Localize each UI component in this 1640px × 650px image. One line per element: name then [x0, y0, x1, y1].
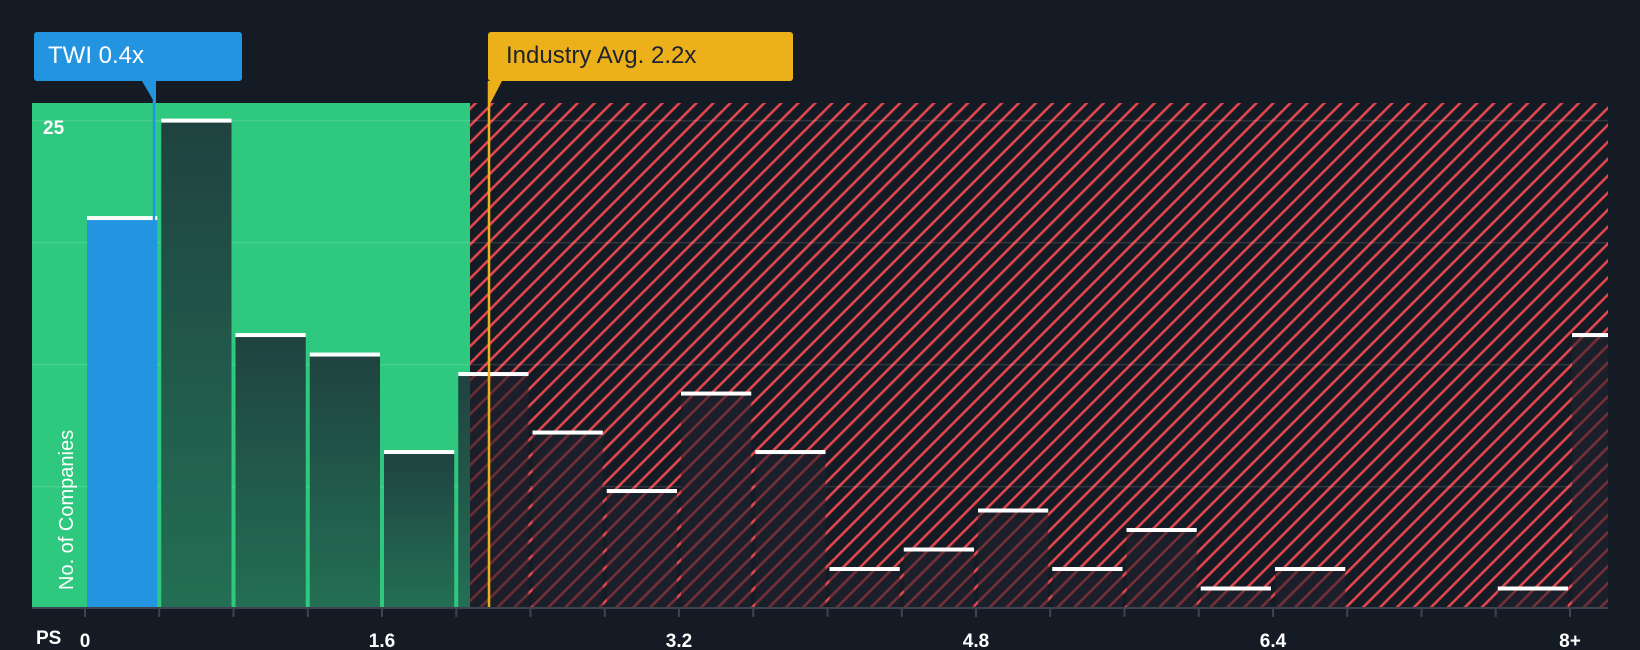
bar-top-marker — [1126, 528, 1197, 533]
bar-top-marker — [978, 508, 1049, 513]
bar-top-marker — [384, 450, 455, 455]
histogram-bar — [1200, 588, 1271, 608]
industry-avg-callout: Industry Avg. 2.2x — [488, 32, 793, 81]
histogram-bar — [532, 432, 603, 608]
x-tick-label: 1.6 — [369, 631, 395, 650]
histogram-bar — [309, 354, 380, 608]
company-callout-pointer — [142, 81, 156, 105]
bar-top-marker — [829, 567, 900, 572]
x-axis: 0 1.6 3.2 4.8 6.4 8+ — [32, 607, 1608, 650]
histogram-bar — [87, 218, 158, 608]
histogram-bar — [1572, 335, 1608, 608]
company-callout: TWI 0.4x — [34, 32, 242, 81]
bar-top-marker — [903, 547, 974, 552]
histogram-bar — [384, 452, 455, 608]
histogram-bar — [755, 452, 826, 608]
histogram-bar — [1497, 588, 1568, 608]
bar-top-marker — [1497, 586, 1568, 591]
y-tick-label: 25 — [43, 118, 65, 139]
histogram-bar — [1126, 530, 1197, 608]
x-tick-label: 6.4 — [1260, 631, 1287, 650]
bar-top-marker — [681, 391, 752, 396]
bar-top-marker — [1200, 586, 1271, 591]
bar-top-marker — [606, 489, 677, 494]
industry-callout-pointer — [488, 81, 502, 108]
markers — [142, 81, 502, 608]
bar-top-marker — [161, 118, 232, 123]
bar-top-marker — [87, 216, 158, 221]
x-tick-label: 4.8 — [963, 631, 989, 650]
bar-top-marker — [755, 450, 826, 455]
x-tick-label: 0 — [80, 631, 91, 650]
histogram-bar — [978, 510, 1049, 608]
bar-top-marker — [235, 333, 306, 338]
bar-top-marker — [532, 430, 603, 435]
histogram-bar — [1275, 569, 1346, 608]
bar-top-marker — [458, 372, 529, 377]
histogram-bar — [606, 491, 677, 608]
y-axis-title: No. of Companies — [56, 429, 78, 590]
histogram-bar — [1052, 569, 1123, 608]
x-axis-title: PS — [36, 628, 62, 649]
bars — [87, 118, 1608, 608]
histogram-bar — [829, 569, 900, 608]
histogram-bar — [235, 335, 306, 608]
bar-top-marker — [1275, 567, 1346, 572]
histogram-bar — [681, 393, 752, 608]
bar-top-marker — [1052, 567, 1123, 572]
histogram-bar-overlap — [470, 374, 529, 608]
histogram-bar — [903, 549, 974, 608]
bar-top-marker — [309, 352, 380, 357]
x-tick-label: 3.2 — [666, 631, 692, 650]
x-tick-label: 8+ — [1559, 631, 1581, 650]
bar-top-marker — [1572, 333, 1608, 338]
histogram-bar — [161, 120, 232, 608]
